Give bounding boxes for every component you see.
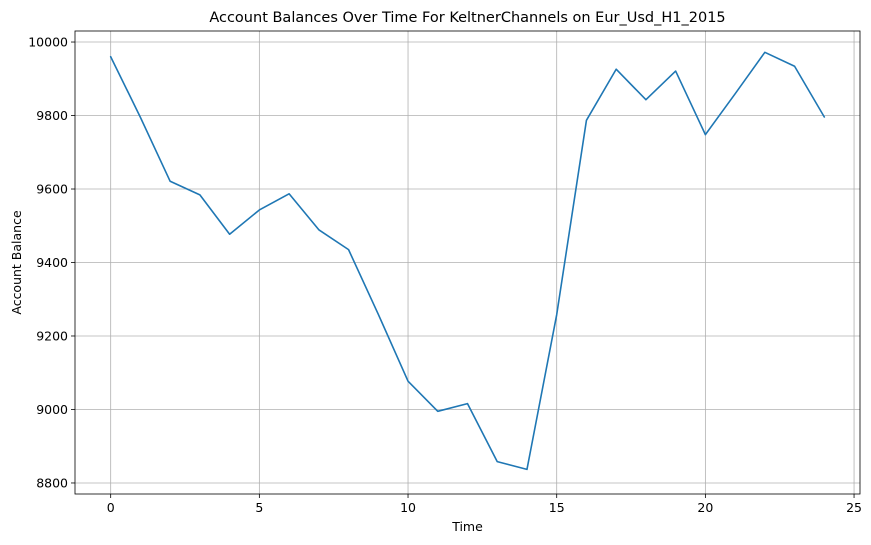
- ticks: 0 5 10 15 20 25 8800 9000 9200 9400 9600 9800 10000: [28, 35, 862, 515]
- series-line: [109, 51, 826, 471]
- y-tick-label: 8800: [36, 475, 68, 490]
- y-axis-label: Account Balance: [9, 210, 24, 315]
- y-tick-label: 9200: [36, 328, 68, 343]
- y-tick-label: 9000: [36, 402, 68, 417]
- x-axis-label: Time: [451, 519, 483, 534]
- x-tick-label: 0: [107, 500, 115, 515]
- chart-title: Account Balances Over Time For KeltnerCh…: [209, 10, 725, 26]
- x-tick-label: 20: [697, 500, 713, 515]
- x-tick-label: 5: [255, 500, 263, 515]
- series-layer: [109, 51, 826, 471]
- y-tick-label: 9800: [36, 108, 68, 123]
- x-tick-label: 25: [846, 500, 862, 515]
- y-tick-label: 9400: [36, 255, 68, 270]
- grid: [75, 31, 860, 494]
- y-tick-label: 9600: [36, 182, 68, 197]
- y-tick-label: 10000: [28, 35, 68, 50]
- x-tick-label: 15: [549, 500, 565, 515]
- x-tick-label: 10: [400, 500, 416, 515]
